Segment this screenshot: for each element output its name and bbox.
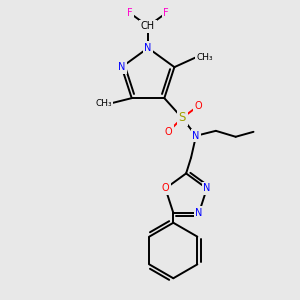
Text: CH₃: CH₃ — [95, 99, 112, 108]
Text: F: F — [163, 8, 169, 18]
Text: O: O — [194, 101, 202, 111]
Text: N: N — [192, 131, 200, 141]
Text: N: N — [195, 208, 203, 218]
Text: O: O — [164, 127, 172, 137]
Text: CH₃: CH₃ — [196, 53, 213, 62]
Text: F: F — [128, 8, 133, 18]
Text: N: N — [203, 184, 211, 194]
Text: N: N — [144, 43, 152, 53]
Text: N: N — [118, 62, 125, 72]
Text: CH: CH — [141, 21, 155, 31]
Text: S: S — [178, 112, 186, 124]
Text: O: O — [162, 184, 169, 194]
